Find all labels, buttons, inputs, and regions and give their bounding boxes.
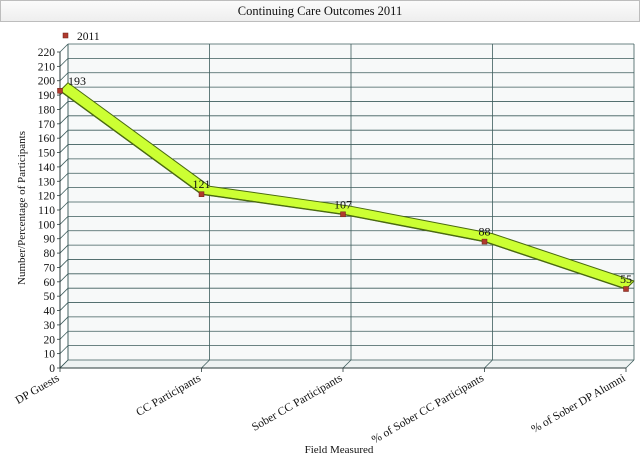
side-gridline <box>59 302 69 311</box>
y-tick-label: 130 <box>38 176 56 188</box>
y-tick-label: 90 <box>44 234 56 246</box>
y-tick-label: 40 <box>44 306 56 318</box>
y-tick-label: 110 <box>38 205 55 217</box>
y-tick-label: 200 <box>38 76 56 88</box>
x-tick-label: % of Sober DP Alumni <box>529 372 627 436</box>
data-label: 55 <box>620 272 632 286</box>
side-gridline <box>59 216 69 225</box>
side-gridline <box>59 144 69 153</box>
floor-gridline <box>484 359 493 369</box>
y-tick-label: 210 <box>38 61 56 73</box>
y-tick-label: 220 <box>38 47 56 59</box>
data-point-marker <box>57 88 63 94</box>
floor-gridline <box>201 359 210 369</box>
data-labels: 193 121 107 88 55 <box>68 74 632 286</box>
data-point-marker <box>198 191 205 197</box>
side-gridline <box>59 345 69 354</box>
y-tick-label: 160 <box>38 133 56 145</box>
side-gridline <box>59 287 69 297</box>
side-gridline <box>59 129 69 139</box>
side-gridline <box>59 72 69 82</box>
side-gridline <box>59 259 69 268</box>
data-label: 88 <box>479 225 491 239</box>
y-tick-label: 80 <box>44 248 56 260</box>
x-tick-label: Sober CC Participants <box>250 372 345 434</box>
side-gridline <box>59 273 69 283</box>
side-gridline <box>59 187 69 196</box>
floor-gridline <box>59 359 69 369</box>
y-tick-label: 30 <box>44 320 56 332</box>
chart-title: Continuing Care Outcomes 2011 <box>0 0 640 22</box>
x-tick-label: DP Guests <box>14 372 62 407</box>
y-axis-ticks: 0 10 20 30 40 50 60 70 80 90 100 110 120 130 140 150 160… <box>38 47 60 375</box>
data-point-marker <box>481 238 488 245</box>
y-tick-label: 170 <box>38 119 56 131</box>
side-gridline <box>59 230 69 240</box>
side-gridline <box>59 115 69 125</box>
y-tick-label: 50 <box>44 291 56 303</box>
y-tick-label: 150 <box>38 148 56 160</box>
gridlines <box>59 43 635 369</box>
y-tick-label: 0 <box>49 363 55 375</box>
legend-swatch <box>62 32 69 39</box>
side-gridline <box>59 58 69 67</box>
x-axis-label: Field Measured <box>305 444 374 456</box>
data-label: 121 <box>193 177 211 191</box>
legend-label: 2011 <box>77 31 100 43</box>
y-tick-label: 10 <box>44 349 56 361</box>
data-label: 193 <box>68 74 86 88</box>
y-tick-label: 20 <box>44 334 56 346</box>
data-point-marker <box>340 211 346 218</box>
series-2011 <box>57 82 635 292</box>
data-point-marker <box>623 286 629 292</box>
y-tick-label: 100 <box>38 219 56 231</box>
legend: 2011 <box>62 31 100 43</box>
y-tick-label: 140 <box>38 162 56 174</box>
y-tick-label: 190 <box>38 90 56 102</box>
floor-gridline <box>342 359 352 369</box>
side-gridline <box>59 43 69 53</box>
y-tick-label: 180 <box>38 104 56 116</box>
y-tick-label: 120 <box>38 191 56 203</box>
side-gridline <box>59 330 69 340</box>
y-axis-label: Number/Percentage of Participants <box>16 131 28 285</box>
x-axis-ticks: DP Guests CC Participants Sober CC Partici… <box>14 368 628 446</box>
x-tick-label: % of Sober CC Participants <box>370 372 487 446</box>
side-gridline <box>59 158 69 168</box>
side-gridline <box>59 316 69 326</box>
x-tick-label: CC Participants <box>134 372 203 419</box>
y-tick-label: 70 <box>44 262 56 274</box>
side-gridline <box>59 244 69 254</box>
side-gridline <box>59 101 69 110</box>
data-label: 107 <box>334 197 352 211</box>
floor-gridline <box>625 359 635 369</box>
side-gridline <box>59 172 69 182</box>
side-gridline <box>59 201 69 211</box>
y-tick-label: 60 <box>44 277 56 289</box>
